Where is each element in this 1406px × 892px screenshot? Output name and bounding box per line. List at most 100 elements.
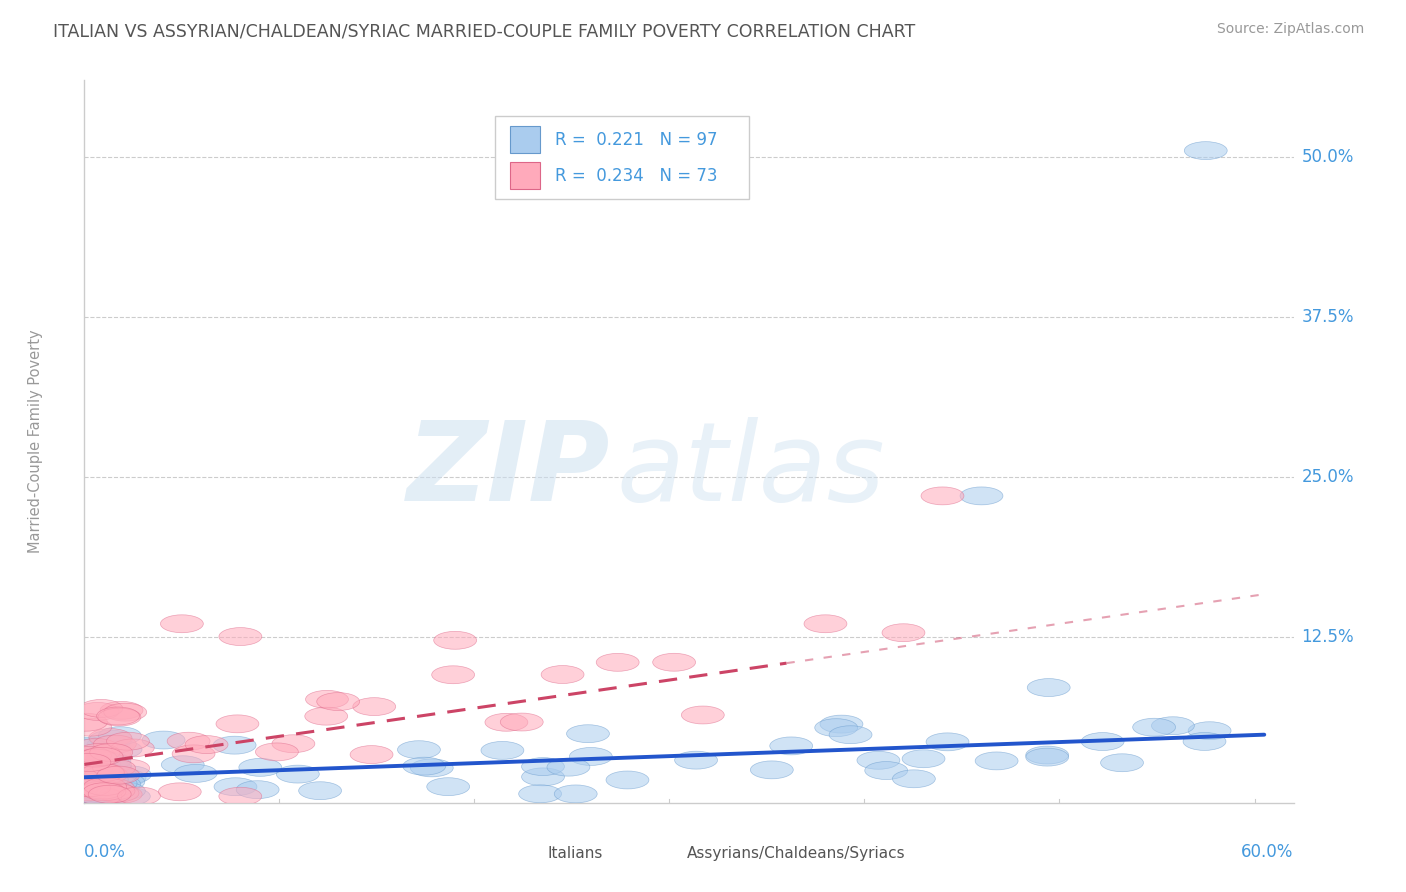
Ellipse shape — [77, 762, 120, 780]
Ellipse shape — [75, 752, 117, 770]
Ellipse shape — [89, 756, 132, 774]
Ellipse shape — [86, 771, 128, 789]
Ellipse shape — [569, 747, 612, 765]
Ellipse shape — [79, 788, 122, 805]
Ellipse shape — [89, 785, 131, 803]
Ellipse shape — [82, 764, 125, 781]
Ellipse shape — [82, 785, 125, 803]
Ellipse shape — [94, 778, 136, 796]
Ellipse shape — [856, 751, 900, 769]
Ellipse shape — [72, 785, 115, 803]
Ellipse shape — [172, 745, 215, 763]
Ellipse shape — [80, 772, 122, 790]
Ellipse shape — [66, 739, 108, 757]
Ellipse shape — [93, 759, 135, 777]
Ellipse shape — [87, 735, 129, 754]
Text: R =  0.221   N = 97: R = 0.221 N = 97 — [555, 130, 717, 149]
Ellipse shape — [485, 714, 527, 731]
Ellipse shape — [107, 788, 150, 805]
Ellipse shape — [90, 743, 132, 762]
Ellipse shape — [960, 487, 1002, 505]
FancyBboxPatch shape — [510, 126, 540, 153]
Ellipse shape — [159, 783, 201, 801]
Ellipse shape — [72, 781, 114, 799]
Ellipse shape — [398, 740, 440, 758]
Ellipse shape — [353, 698, 395, 715]
Ellipse shape — [162, 756, 204, 773]
Ellipse shape — [100, 785, 142, 803]
Ellipse shape — [501, 713, 543, 731]
Ellipse shape — [94, 766, 136, 784]
Ellipse shape — [1184, 142, 1227, 160]
Ellipse shape — [411, 759, 453, 777]
Ellipse shape — [98, 727, 142, 745]
Ellipse shape — [87, 758, 131, 776]
Ellipse shape — [90, 731, 132, 748]
Ellipse shape — [72, 787, 114, 805]
Ellipse shape — [76, 774, 118, 792]
Ellipse shape — [675, 751, 717, 769]
Ellipse shape — [1152, 717, 1194, 735]
Ellipse shape — [1188, 722, 1232, 739]
Text: Married-Couple Family Poverty: Married-Couple Family Poverty — [28, 330, 44, 553]
Text: atlas: atlas — [616, 417, 884, 524]
Ellipse shape — [433, 632, 477, 649]
Ellipse shape — [865, 762, 908, 780]
Ellipse shape — [67, 779, 110, 797]
Ellipse shape — [91, 782, 135, 800]
Text: ITALIAN VS ASSYRIAN/CHALDEAN/SYRIAC MARRIED-COUPLE FAMILY POVERTY CORRELATION CH: ITALIAN VS ASSYRIAN/CHALDEAN/SYRIAC MARR… — [53, 22, 915, 40]
Ellipse shape — [73, 747, 117, 765]
Ellipse shape — [100, 701, 143, 719]
Ellipse shape — [606, 771, 650, 789]
FancyBboxPatch shape — [652, 843, 679, 864]
Ellipse shape — [75, 739, 118, 756]
Text: Italians: Italians — [547, 846, 603, 861]
Ellipse shape — [277, 765, 319, 783]
Text: Assyrians/Chaldeans/Syriacs: Assyrians/Chaldeans/Syriacs — [686, 846, 905, 861]
Ellipse shape — [1026, 748, 1069, 766]
Ellipse shape — [1133, 718, 1175, 736]
Ellipse shape — [76, 702, 120, 721]
Ellipse shape — [256, 743, 298, 761]
Ellipse shape — [596, 653, 640, 672]
Ellipse shape — [1081, 732, 1123, 750]
Ellipse shape — [70, 772, 112, 790]
Ellipse shape — [65, 750, 107, 768]
Ellipse shape — [567, 724, 609, 743]
Ellipse shape — [67, 779, 111, 797]
Text: ZIP: ZIP — [406, 417, 610, 524]
Ellipse shape — [103, 769, 146, 787]
Ellipse shape — [89, 729, 132, 747]
Ellipse shape — [94, 774, 136, 792]
Ellipse shape — [214, 736, 256, 754]
Ellipse shape — [65, 714, 107, 731]
Text: Source: ZipAtlas.com: Source: ZipAtlas.com — [1216, 22, 1364, 37]
Ellipse shape — [75, 775, 118, 793]
Ellipse shape — [107, 759, 149, 777]
Ellipse shape — [976, 752, 1018, 770]
Ellipse shape — [63, 780, 107, 798]
Text: 60.0%: 60.0% — [1241, 843, 1294, 861]
Ellipse shape — [86, 758, 128, 776]
Ellipse shape — [522, 757, 564, 775]
Ellipse shape — [882, 624, 925, 641]
Ellipse shape — [63, 768, 107, 786]
Ellipse shape — [219, 628, 262, 646]
Ellipse shape — [219, 788, 262, 805]
Ellipse shape — [89, 752, 131, 770]
Ellipse shape — [820, 715, 863, 733]
Ellipse shape — [316, 692, 360, 711]
Text: 0.0%: 0.0% — [84, 843, 127, 861]
Ellipse shape — [97, 766, 139, 784]
Ellipse shape — [305, 690, 349, 708]
Text: 50.0%: 50.0% — [1302, 148, 1354, 166]
Ellipse shape — [97, 707, 139, 725]
Ellipse shape — [814, 719, 858, 737]
Ellipse shape — [73, 780, 115, 797]
Ellipse shape — [69, 786, 111, 804]
Ellipse shape — [104, 703, 146, 721]
Ellipse shape — [118, 787, 160, 805]
Ellipse shape — [350, 746, 394, 764]
Ellipse shape — [236, 780, 280, 798]
Ellipse shape — [69, 718, 111, 736]
